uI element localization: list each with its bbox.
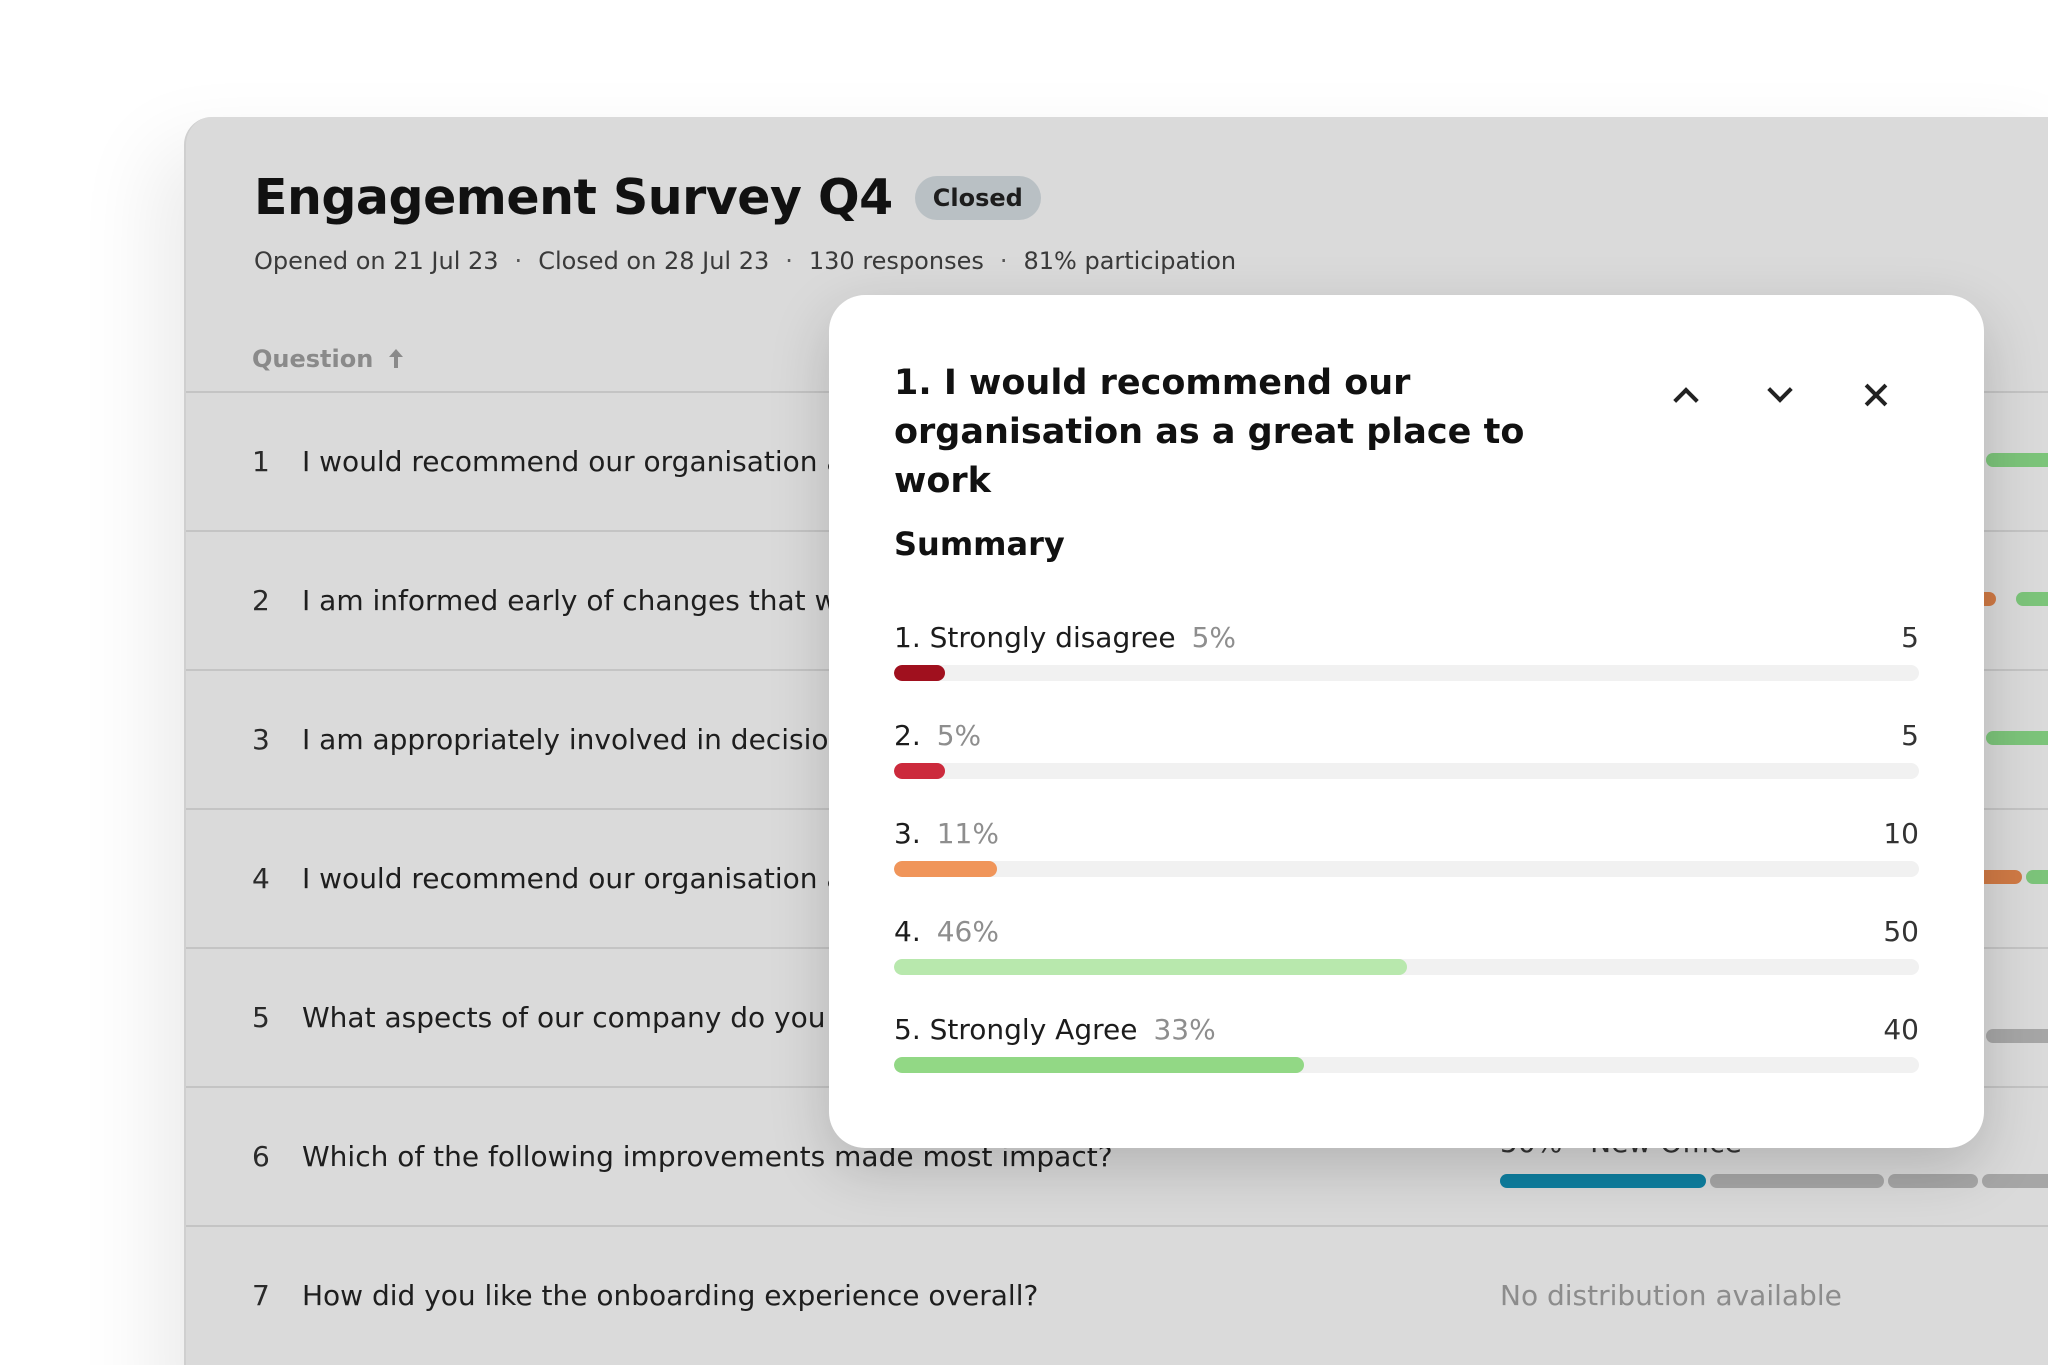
option-bar-track [894, 665, 1919, 681]
distribution-bar-grey [1982, 1174, 2048, 1188]
option-count: 5 [1901, 719, 1919, 752]
option-label: 5. Strongly Agree 33% [894, 1013, 1216, 1046]
question-number: 1 [252, 445, 270, 478]
opened-date: Opened on 21 Jul 23 [254, 247, 499, 275]
question-number: 3 [252, 723, 270, 756]
question-number: 5 [252, 1001, 270, 1034]
table-row[interactable]: 7 How did you like the onboarding experi… [186, 1225, 2048, 1364]
option-count: 10 [1883, 817, 1919, 850]
close-button[interactable] [1856, 375, 1896, 415]
option-percent: 46% [936, 915, 999, 948]
distribution-bar-grey [1710, 1174, 1884, 1188]
status-badge: Closed [914, 175, 1041, 220]
question-number: 7 [252, 1279, 270, 1312]
distribution-bar-grey [1986, 1029, 2048, 1043]
summary-heading: Summary [894, 525, 1065, 563]
option-bar-track [894, 1057, 1919, 1073]
option-name: 2. [894, 719, 921, 752]
sort-arrow-up-icon [389, 349, 404, 369]
option-label: 2. 5% [894, 719, 981, 752]
question-number: 2 [252, 584, 270, 617]
option-count: 5 [1901, 621, 1919, 654]
survey-header: Engagement Survey Q4 Closed [254, 169, 1041, 226]
next-question-button[interactable] [1762, 375, 1802, 415]
option-label: 1. Strongly disagree 5% [894, 621, 1236, 654]
option-count: 40 [1883, 1013, 1919, 1046]
option-name: 1. Strongly disagree [894, 621, 1176, 654]
distribution-bar-orange [1976, 870, 2022, 884]
option-bar-track [894, 861, 1919, 877]
page-title: Engagement Survey Q4 [254, 169, 893, 226]
previous-question-button[interactable] [1668, 375, 1708, 415]
option-bar-track [894, 763, 1919, 779]
option-bar-fill [894, 665, 946, 681]
option-count: 50 [1883, 915, 1919, 948]
option-name: 4. [894, 915, 921, 948]
option-row: 5. Strongly Agree 33% 40 [894, 1013, 1919, 1093]
option-bar-fill [894, 861, 997, 877]
question-column-header[interactable]: Question [252, 345, 404, 373]
option-percent: 5% [1191, 621, 1237, 654]
chevron-down-icon [1767, 377, 1793, 403]
option-name: 5. Strongly Agree [894, 1013, 1138, 1046]
chevron-up-icon [1673, 387, 1699, 413]
distribution-bar-green [1986, 453, 2048, 467]
meta-separator: · [514, 247, 523, 275]
option-row: 3. 11% 10 [894, 817, 1919, 897]
option-row: 1. Strongly disagree 5% 5 [894, 621, 1919, 701]
question-number: 4 [252, 862, 270, 895]
question-text: How did you like the onboarding experien… [302, 1279, 1039, 1312]
option-percent: 5% [936, 719, 982, 752]
column-header-label: Question [252, 345, 374, 373]
option-row: 2. 5% 5 [894, 719, 1919, 799]
participation-rate: 81% participation [1023, 247, 1237, 275]
option-percent: 33% [1153, 1013, 1216, 1046]
meta-separator: · [785, 247, 793, 275]
modal-title: 1. I would recommend our organisation as… [894, 363, 1525, 501]
option-label: 4. 46% [894, 915, 999, 948]
distribution-bar-grey [1888, 1174, 1978, 1188]
distribution-bar-teal [1500, 1174, 1706, 1188]
question-number: 6 [252, 1140, 270, 1173]
option-percent: 11% [936, 817, 999, 850]
option-name: 3. [894, 817, 921, 850]
distribution-bar-green [2016, 592, 2048, 606]
closed-date: Closed on 28 Jul 23 [538, 247, 770, 275]
response-count: 130 responses [808, 247, 984, 275]
option-label: 3. 11% [894, 817, 999, 850]
question-list: 1 I would recommend our organisation as … [186, 391, 2048, 1364]
option-bar-fill [894, 959, 1407, 975]
distribution-bar-green [1986, 731, 2048, 745]
option-bar-track [894, 959, 1919, 975]
option-bar-fill [894, 763, 946, 779]
distribution-bar-green [2026, 870, 2048, 884]
option-bar-fill [894, 1057, 1304, 1073]
question-detail-modal: 1. I would recommend our organisation as… [829, 295, 1984, 1148]
survey-meta: Opened on 21 Jul 23 · Closed on 28 Jul 2… [254, 247, 1236, 275]
distribution-label: No distribution available [1500, 1279, 1842, 1312]
meta-separator: · [999, 247, 1008, 275]
option-row: 4. 46% 50 [894, 915, 1919, 995]
